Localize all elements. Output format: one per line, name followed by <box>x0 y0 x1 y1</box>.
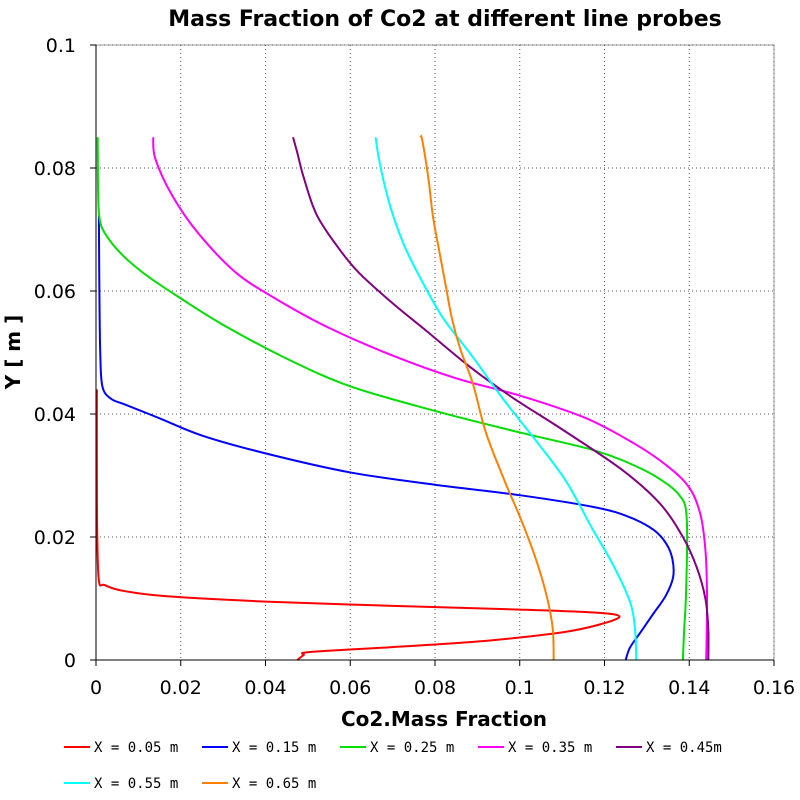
series-line <box>419 134 555 661</box>
series-line <box>95 389 621 661</box>
legend-label: X = 0.45m <box>646 740 722 756</box>
x-tick-label: 0.02 <box>160 677 202 699</box>
legend-label: X = 0.55 m <box>94 776 178 792</box>
y-axis-label: Y [ m ] <box>1 315 25 391</box>
grid-lines <box>96 44 775 660</box>
series-lines <box>95 134 710 661</box>
x-tick-label: 0.04 <box>244 677 286 699</box>
y-tick-label: 0.08 <box>34 158 76 180</box>
y-tick-label: 0 <box>64 650 76 672</box>
x-tick-label: 0.08 <box>414 677 456 699</box>
x-tick-label: 0 <box>90 677 102 699</box>
axis-ticks: 0 0.02 0.04 0.06 0.08 0.1 0.12 0.14 0.16 0 0.02 0.0… <box>34 35 795 699</box>
series-line <box>374 137 638 661</box>
legend-label: X = 0.65 m <box>232 776 316 792</box>
series-line <box>97 215 675 661</box>
y-tick-label: 0.04 <box>34 404 76 426</box>
y-tick-label: 0.02 <box>34 527 76 549</box>
legend: X = 0.05 m X = 0.15 m X = 0.25 m X = 0.35 m… <box>64 740 722 792</box>
x-tick-label: 0.12 <box>583 677 625 699</box>
y-tick-label: 0.1 <box>46 35 76 57</box>
series-line <box>152 137 709 661</box>
x-axis-label: Co2.Mass Fraction <box>341 707 547 731</box>
x-tick-label: 0.06 <box>329 677 371 699</box>
legend-label: X = 0.05 m <box>94 740 178 756</box>
y-tick-label: 0.06 <box>34 281 76 303</box>
series-line <box>96 137 689 661</box>
chart-title: Mass Fraction of Co2 at different line p… <box>168 7 721 32</box>
x-tick-label: 0.1 <box>505 677 535 699</box>
x-tick-label: 0.14 <box>668 677 710 699</box>
x-tick-label: 0.16 <box>753 677 795 699</box>
legend-label: X = 0.25 m <box>370 740 454 756</box>
legend-label: X = 0.35 m <box>508 740 592 756</box>
legend-label: X = 0.15 m <box>232 740 316 756</box>
